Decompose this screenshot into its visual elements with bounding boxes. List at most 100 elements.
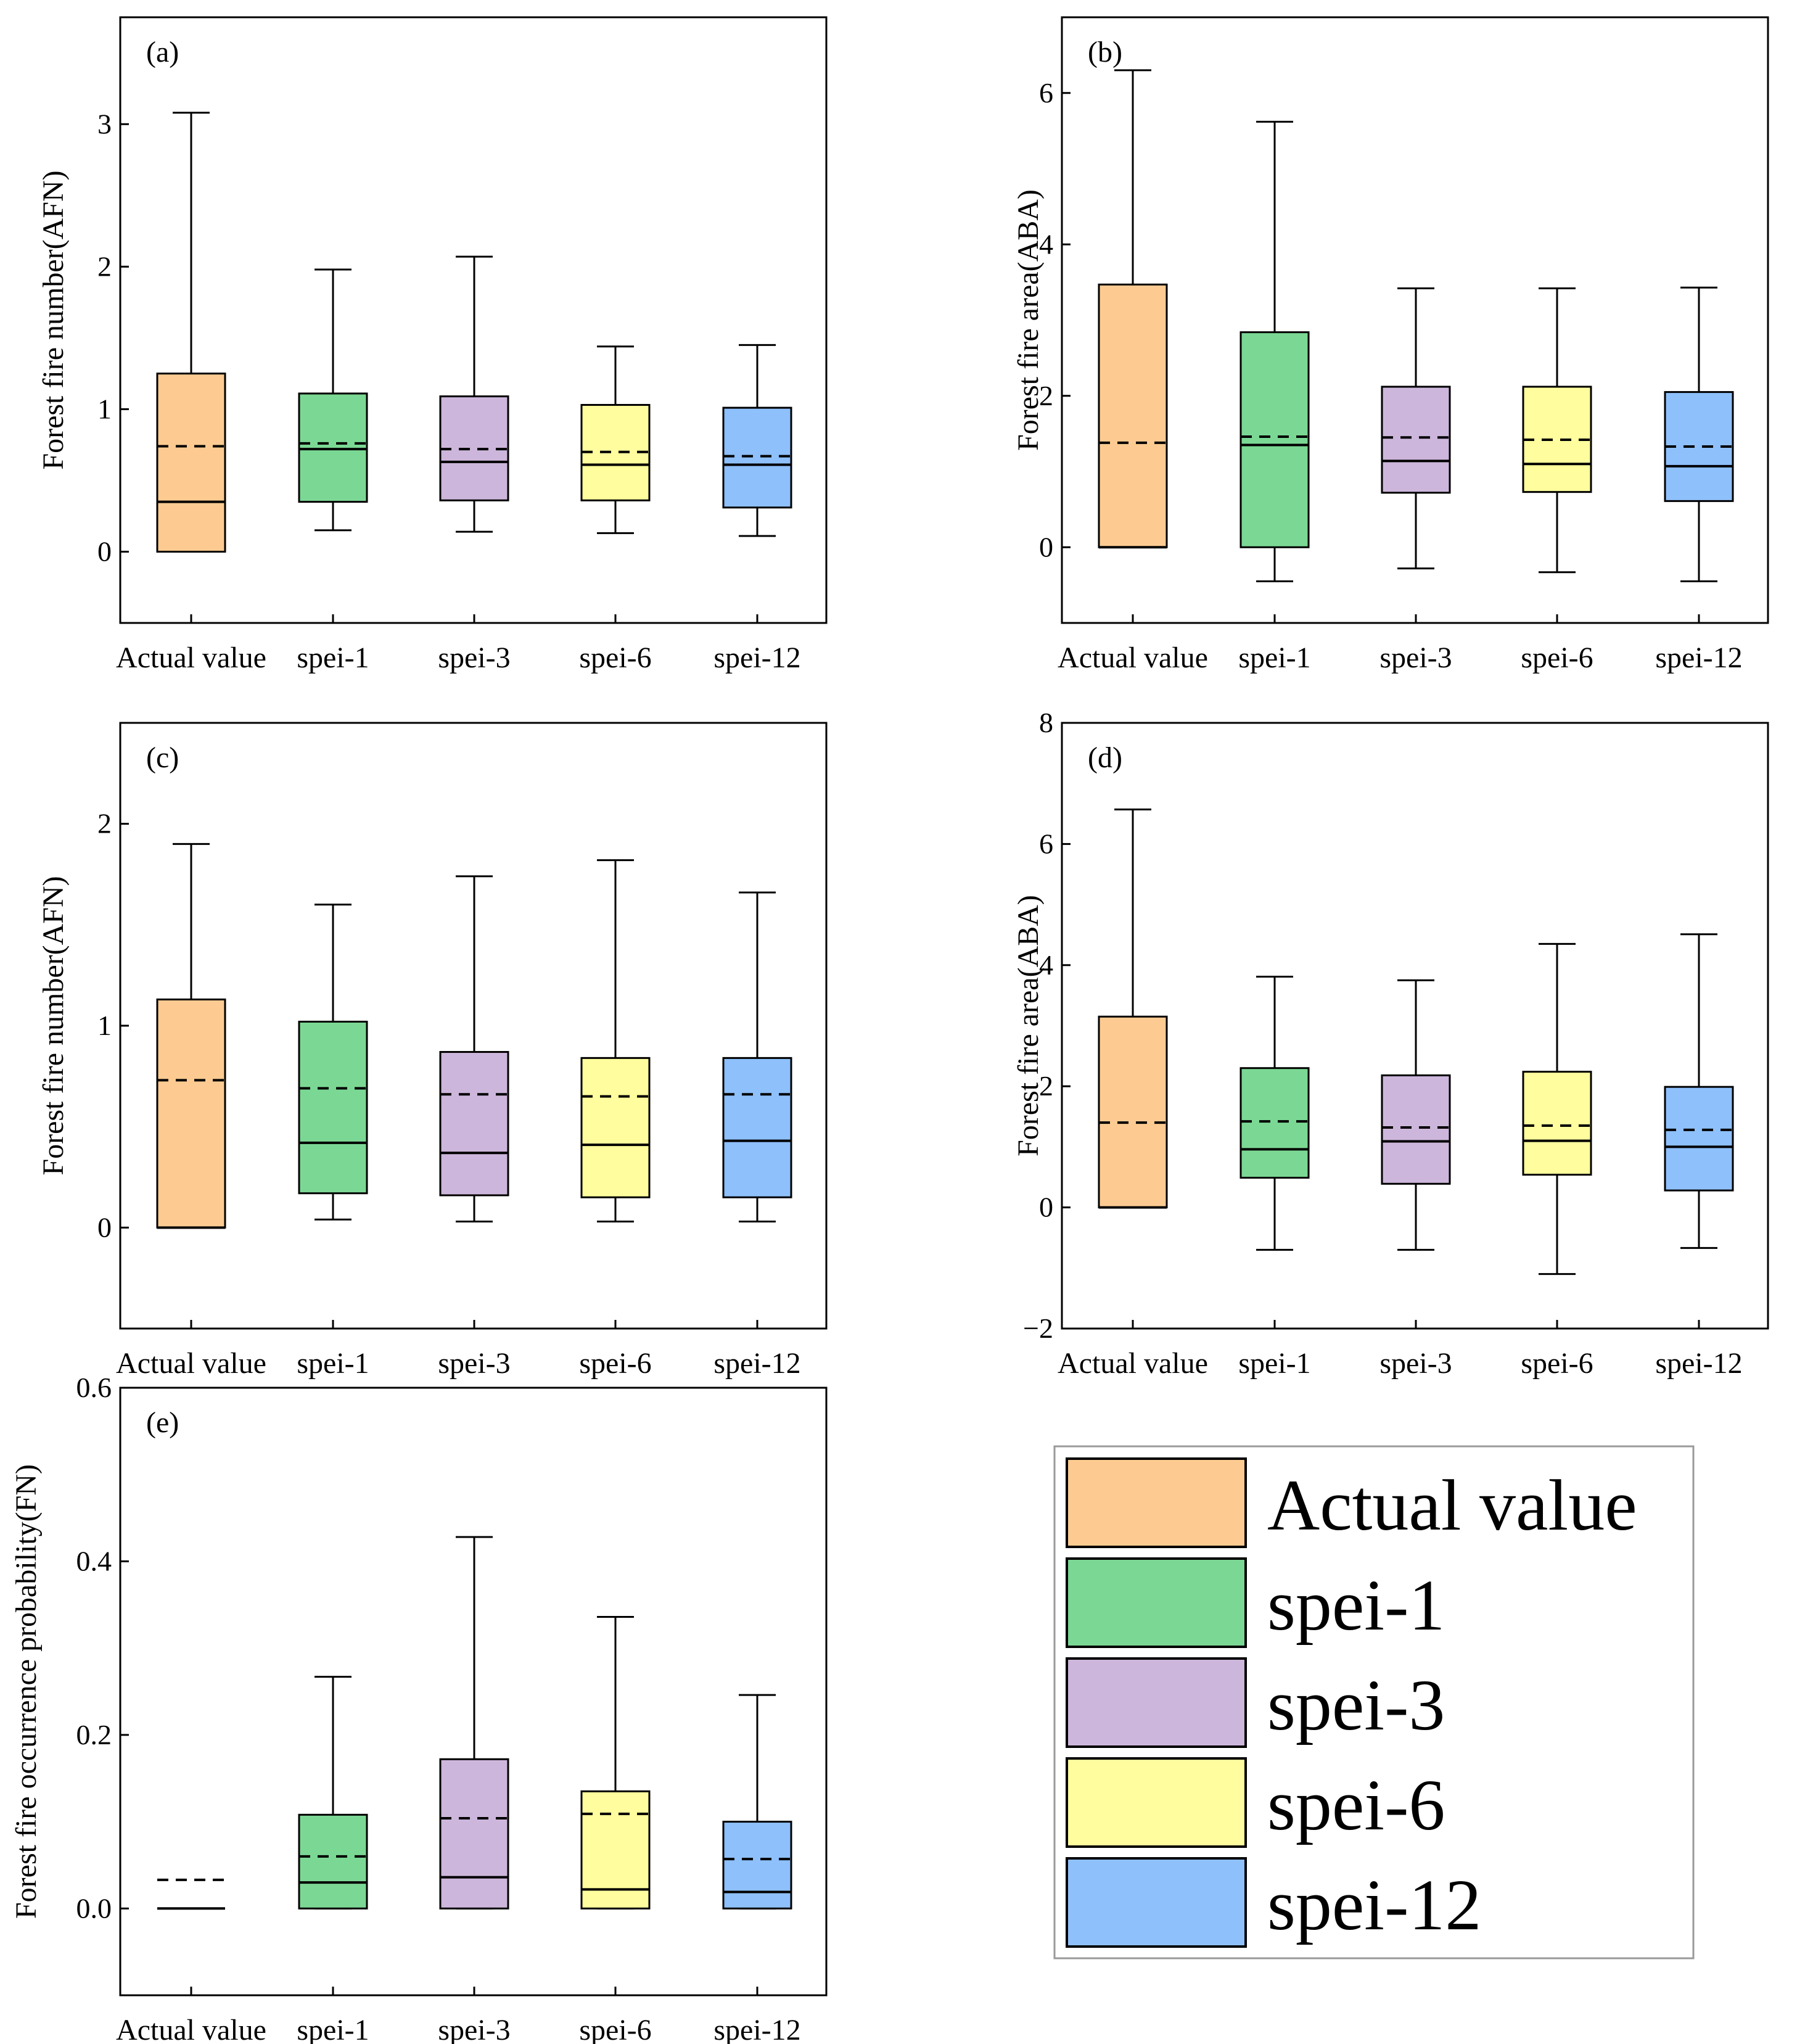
y-tick-label-d-4: 6 bbox=[1039, 828, 1053, 859]
y-tick-label-a-0: 0 bbox=[97, 535, 112, 567]
x-tick-label-b-spei-12: spei-12 bbox=[1655, 641, 1742, 674]
x-tick-label-e-actual-value: Actual value bbox=[116, 2014, 266, 2044]
y-tick-label-b-2: 4 bbox=[1039, 228, 1053, 260]
x-tick-label-a-spei-6: spei-6 bbox=[579, 641, 651, 674]
panels: 0 1 2 3 Forest fire number(AFN) (a) Actual val… bbox=[10, 16, 1769, 2044]
x-tick-label-d-spei-6: spei-6 bbox=[1521, 1347, 1593, 1380]
legend-label-spei-6: spei-6 bbox=[1267, 1765, 1445, 1845]
iqr-box bbox=[1098, 1015, 1168, 1209]
box-c-spei-12 bbox=[722, 891, 792, 1223]
x-tick-label-b-spei-6: spei-6 bbox=[1521, 641, 1593, 674]
x-tick-label-d-actual-value: Actual value bbox=[1058, 1347, 1208, 1380]
panel-e: 0.0 0.2 0.4 0.6 Forest fire occurrence proba… bbox=[10, 1372, 828, 2044]
legend-swatch-spei-12 bbox=[1066, 1857, 1247, 1948]
x-tick-label-a-spei-1: spei-1 bbox=[297, 641, 369, 674]
y-tick-label-e-3: 0.6 bbox=[76, 1372, 112, 1403]
legend-swatch-spei-3 bbox=[1066, 1657, 1247, 1748]
x-tick-label-d-spei-12: spei-12 bbox=[1655, 1347, 1742, 1380]
y-tick-label-c-2: 2 bbox=[97, 808, 112, 839]
iqr-box bbox=[1381, 1074, 1451, 1185]
box-c-spei-6 bbox=[580, 859, 651, 1223]
iqr-box bbox=[1381, 385, 1451, 494]
iqr-box bbox=[1522, 1071, 1592, 1176]
iqr-box bbox=[298, 1020, 368, 1195]
box-c-actual-value bbox=[156, 843, 226, 1229]
x-tick-label-e-spei-3: spei-3 bbox=[438, 2014, 510, 2044]
box-a-spei-1 bbox=[298, 268, 368, 532]
box-e-actual-value bbox=[157, 1878, 225, 1910]
y-tick-label-c-0: 0 bbox=[97, 1211, 112, 1243]
y-tick-label-d-1: 0 bbox=[1039, 1192, 1053, 1223]
panel-label-e: (e) bbox=[146, 1406, 179, 1439]
panel-d: −2 0 2 4 6 8 Forest fire area(ABA) (d) Actual va… bbox=[1012, 707, 1769, 1380]
legend-label-actual-value: Actual value bbox=[1267, 1465, 1637, 1546]
y-tick-label-e-1: 0.2 bbox=[76, 1719, 112, 1750]
y-tick-label-b-1: 2 bbox=[1039, 380, 1053, 411]
box-e-spei-12 bbox=[722, 1694, 792, 1910]
box-b-spei-12 bbox=[1664, 286, 1734, 582]
box-e-spei-3 bbox=[439, 1536, 509, 1910]
box-d-spei-12 bbox=[1664, 933, 1734, 1249]
iqr-box bbox=[722, 1057, 792, 1198]
panel-a: 0 1 2 3 Forest fire number(AFN) (a) Actual val… bbox=[37, 16, 828, 674]
y-tick-label-d-0: −2 bbox=[1023, 1313, 1053, 1344]
iqr-box bbox=[722, 1821, 792, 1910]
x-tick-label-e-spei-6: spei-6 bbox=[579, 2014, 651, 2044]
box-e-spei-6 bbox=[580, 1615, 651, 1910]
panel-label-a: (a) bbox=[146, 36, 179, 68]
box-a-spei-12 bbox=[722, 344, 792, 537]
x-tick-label-a-spei-12: spei-12 bbox=[713, 641, 800, 674]
iqr-box bbox=[580, 1057, 651, 1198]
y-tick-label-a-3: 3 bbox=[97, 108, 112, 139]
box-c-spei-3 bbox=[439, 875, 509, 1223]
y-tick-label-e-2: 0.4 bbox=[76, 1545, 112, 1576]
x-tick-label-c-spei-6: spei-6 bbox=[579, 1347, 651, 1380]
iqr-box bbox=[1098, 283, 1168, 548]
legend-swatch-spei-1 bbox=[1066, 1557, 1247, 1648]
y-tick-label-b-3: 6 bbox=[1039, 77, 1053, 109]
y-tick-label-a-2: 2 bbox=[97, 250, 112, 282]
y-tick-label-c-1: 1 bbox=[97, 1010, 112, 1041]
box-a-spei-3 bbox=[439, 255, 509, 533]
box-e-spei-1 bbox=[298, 1676, 368, 1910]
y-axis-title-b: Forest fire area(ABA) bbox=[1012, 189, 1045, 451]
y-tick-label-e-0: 0.0 bbox=[76, 1892, 112, 1924]
box-c-spei-1 bbox=[298, 904, 368, 1221]
legend-swatch-actual-value bbox=[1066, 1457, 1247, 1548]
x-tick-label-b-spei-3: spei-3 bbox=[1379, 641, 1452, 674]
legend: Actual value spei-1 spei-3 spei-6 spei-1… bbox=[1053, 1445, 1695, 1960]
box-b-spei-1 bbox=[1240, 120, 1310, 582]
x-tick-label-d-spei-3: spei-3 bbox=[1379, 1347, 1452, 1380]
x-tick-label-e-spei-1: spei-1 bbox=[297, 2014, 369, 2044]
box-d-spei-1 bbox=[1240, 975, 1310, 1251]
x-tick-label-c-actual-value: Actual value bbox=[116, 1347, 266, 1380]
iqr-box bbox=[1240, 1067, 1310, 1179]
y-tick-label-b-0: 0 bbox=[1039, 531, 1053, 563]
panel-label-c: (c) bbox=[146, 741, 179, 774]
iqr-box bbox=[439, 1051, 509, 1197]
y-axis-title-d: Forest fire area(ABA) bbox=[1012, 895, 1045, 1156]
iqr-box bbox=[156, 998, 226, 1229]
legend-label-spei-1: spei-1 bbox=[1267, 1565, 1445, 1646]
box-d-actual-value bbox=[1098, 808, 1168, 1209]
box-d-spei-3 bbox=[1381, 979, 1451, 1251]
iqr-box bbox=[722, 406, 792, 509]
x-tick-label-a-actual-value: Actual value bbox=[116, 641, 266, 674]
legend-label-spei-12: spei-12 bbox=[1267, 1865, 1481, 1945]
box-a-spei-6 bbox=[580, 345, 651, 534]
box-b-spei-6 bbox=[1522, 287, 1592, 574]
x-tick-label-c-spei-3: spei-3 bbox=[438, 1347, 510, 1380]
panel-b: 0 2 4 6 Forest fire area(ABA) (b) Actual value… bbox=[1012, 16, 1769, 674]
iqr-box bbox=[156, 373, 226, 553]
y-tick-label-d-2: 2 bbox=[1039, 1070, 1053, 1102]
iqr-box bbox=[580, 1790, 651, 1910]
iqr-box bbox=[439, 1758, 509, 1910]
panel-c: 0 1 2 Forest fire number(AFN) (c) Actual valu… bbox=[37, 722, 828, 1380]
box-a-actual-value bbox=[156, 112, 226, 553]
y-axis-title-e: Forest fire occurrence probability(FN) bbox=[10, 1464, 43, 1919]
iqr-box bbox=[298, 1813, 368, 1910]
x-tick-label-b-actual-value: Actual value bbox=[1058, 641, 1208, 674]
x-tick-label-c-spei-1: spei-1 bbox=[297, 1347, 369, 1380]
box-b-actual-value bbox=[1098, 69, 1168, 549]
